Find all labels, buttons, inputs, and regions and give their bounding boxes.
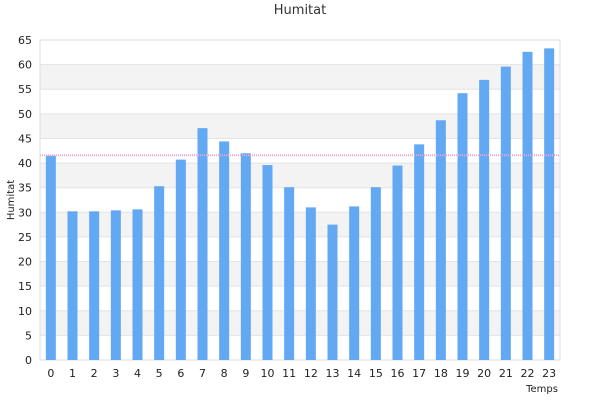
bar (370, 187, 381, 360)
bar (500, 66, 511, 360)
bar (219, 141, 230, 360)
bar (284, 187, 295, 360)
x-tick-label: 5 (156, 367, 163, 380)
bar (392, 165, 403, 360)
y-tick-label: 10 (18, 305, 32, 318)
x-tick-label: 0 (47, 367, 54, 380)
x-tick-label: 7 (199, 367, 206, 380)
bar (45, 155, 56, 360)
bar (522, 51, 533, 361)
x-tick-label: 16 (391, 367, 405, 380)
y-tick-label: 0 (25, 354, 32, 367)
grid-band (40, 261, 560, 287)
bar (197, 128, 208, 360)
y-tick-label: 30 (18, 206, 32, 219)
bar (240, 153, 251, 360)
y-tick-label: 20 (18, 256, 32, 269)
y-tick-label: 45 (18, 132, 32, 145)
bar (544, 48, 555, 360)
bar (262, 165, 273, 360)
x-tick-label: 4 (134, 367, 141, 380)
x-axis-label: Temps (525, 384, 558, 395)
x-tick-label: 12 (304, 367, 318, 380)
y-tick-label: 50 (18, 108, 32, 121)
y-axis-label: Humitat (6, 180, 17, 220)
x-tick-label: 17 (412, 367, 426, 380)
bar (175, 159, 186, 360)
x-tick-label: 20 (477, 367, 491, 380)
bar (349, 206, 360, 360)
bar (110, 210, 121, 360)
bar (414, 144, 425, 360)
y-tick-label: 5 (25, 329, 32, 342)
y-tick-label: 40 (18, 157, 32, 170)
bar (305, 207, 316, 360)
x-tick-label: 2 (91, 367, 98, 380)
bar (457, 93, 468, 361)
x-tick-label: 1 (69, 367, 76, 380)
x-tick-label: 23 (542, 367, 556, 380)
x-tick-label: 13 (326, 367, 340, 380)
x-tick-label: 9 (242, 367, 249, 380)
bar (67, 211, 78, 360)
x-tick-label: 22 (521, 367, 535, 380)
grid-band (40, 113, 560, 139)
x-tick-label: 8 (221, 367, 228, 380)
chart-title: Humitat (273, 3, 327, 18)
grid-band (40, 64, 560, 90)
x-tick-label: 14 (347, 367, 361, 380)
bar (89, 211, 100, 360)
x-tick-label: 19 (456, 367, 470, 380)
y-tick-label: 65 (18, 34, 32, 47)
grid-band (40, 212, 560, 237)
x-tick-label: 10 (261, 367, 275, 380)
bar (154, 186, 165, 360)
x-tick-label: 11 (282, 367, 296, 380)
y-tick-label: 15 (18, 280, 32, 293)
bar (132, 209, 143, 360)
grid-band (40, 163, 560, 188)
x-tick-label: 21 (499, 367, 513, 380)
x-tick-label: 3 (112, 367, 119, 380)
bar (479, 79, 490, 360)
x-tick-label: 18 (434, 367, 448, 380)
y-tick-label: 60 (18, 59, 32, 72)
grid-band (40, 310, 560, 336)
bar (327, 224, 338, 360)
y-tick-label: 55 (18, 83, 32, 96)
x-tick-label: 15 (369, 367, 383, 380)
y-tick-label: 35 (18, 182, 32, 195)
bar (435, 120, 446, 360)
plot-border (39, 39, 561, 361)
x-tick-label: 6 (177, 367, 184, 380)
y-tick-label: 25 (18, 231, 32, 244)
